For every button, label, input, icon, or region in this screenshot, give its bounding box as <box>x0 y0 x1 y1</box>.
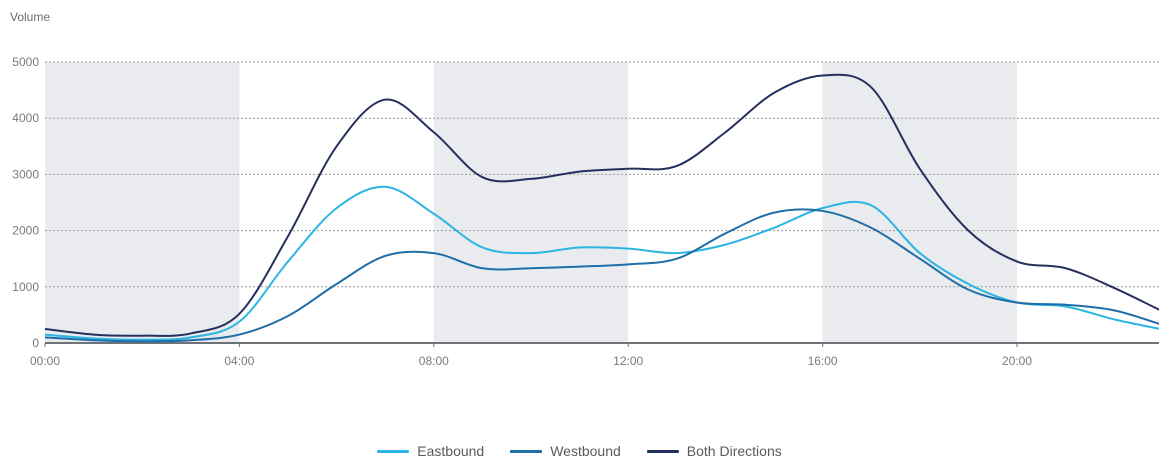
x-tick-label: 16:00 <box>808 354 838 368</box>
x-tick-label: 20:00 <box>1002 354 1032 368</box>
series-line-both-directions <box>44 73 1159 337</box>
x-tick-label: 08:00 <box>419 354 449 368</box>
y-tick-label: 0 <box>32 336 39 350</box>
series-line-westbound <box>44 208 1159 343</box>
y-tick-label: 2000 <box>12 224 39 238</box>
y-tick-label: 3000 <box>12 167 39 181</box>
legend-label: Westbound <box>550 443 621 459</box>
x-tick-label: 12:00 <box>613 354 643 368</box>
x-tick-label: 00:00 <box>30 354 60 368</box>
shaded-band-1 <box>433 62 629 343</box>
y-tick-label: 4000 <box>12 111 39 125</box>
legend-label: Both Directions <box>686 443 782 459</box>
shaded-band-0 <box>45 62 240 343</box>
series-line-eastbound <box>44 185 1159 341</box>
y-tick-label: 5000 <box>12 55 39 69</box>
legend-swatch <box>510 449 543 453</box>
legend: Eastbound Westbound Both Directions <box>0 443 1159 459</box>
legend-swatch <box>646 449 679 453</box>
legend-item[interactable]: Westbound <box>510 443 621 459</box>
legend-item[interactable]: Eastbound <box>377 443 484 459</box>
legend-item[interactable]: Both Directions <box>646 443 782 459</box>
x-tick-label: 04:00 <box>224 354 254 368</box>
y-axis-title: Volume <box>10 10 51 24</box>
line-chart: 0 1000 2000 3000 4000 5000 00:00 04:00 08:00 12:0… <box>12 55 1159 368</box>
y-tick-label: 1000 <box>12 280 39 294</box>
legend-swatch <box>377 449 410 453</box>
legend-label: Eastbound <box>417 443 485 459</box>
